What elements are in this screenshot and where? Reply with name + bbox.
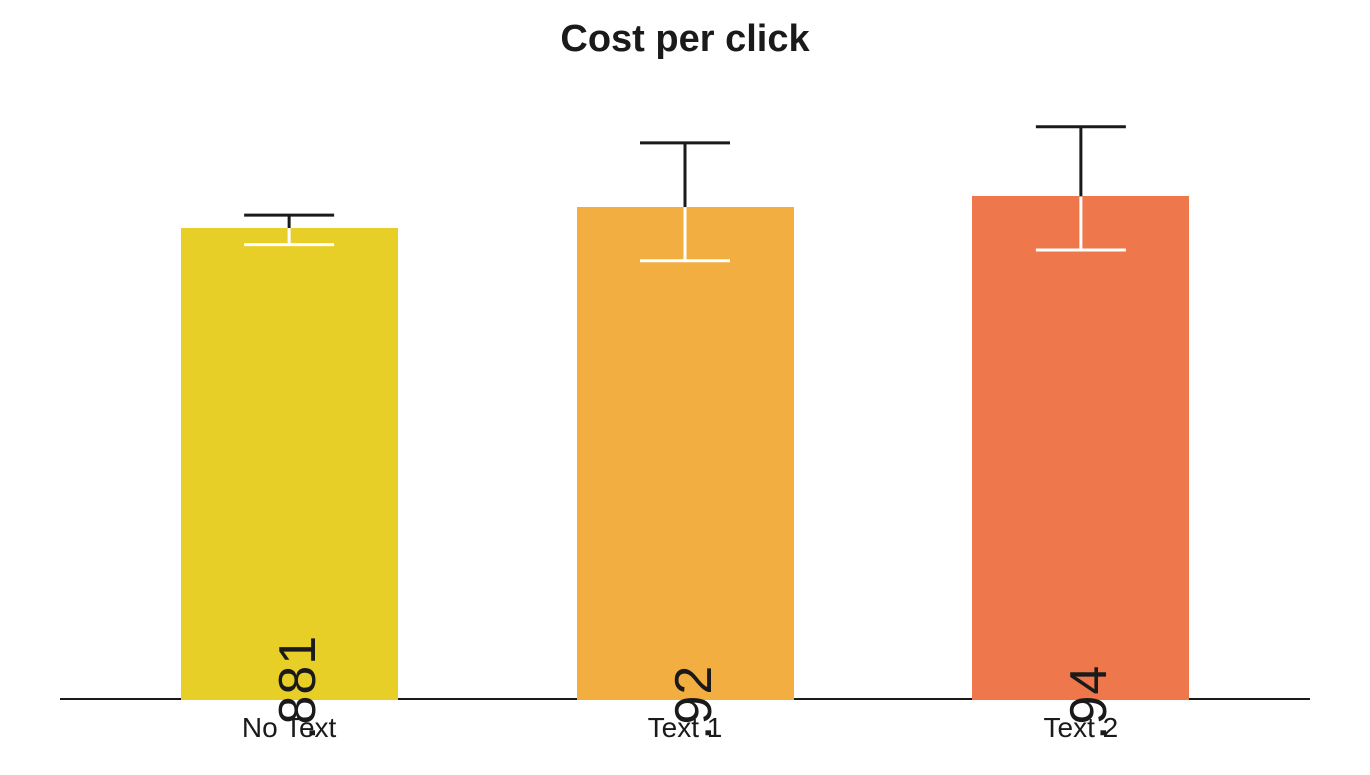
bar [181,228,398,700]
cost-per-click-chart: Cost per click .881.92.94 No Text Text 1 T… [0,0,1370,775]
category-label: Text 2 [931,712,1231,744]
plot-area: .881.92.94 [60,100,1310,700]
chart-title: Cost per click [0,18,1370,61]
category-label: Text 1 [535,712,835,744]
bar [577,207,794,700]
bar [972,196,1189,700]
category-label: No Text [139,712,439,744]
